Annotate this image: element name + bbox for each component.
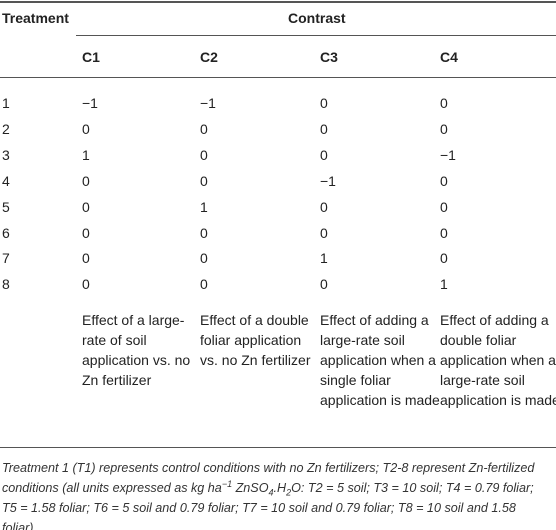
contrast-cell: 0 (200, 276, 208, 293)
contrast-cell: 1 (440, 276, 448, 293)
contrast-cell: 0 (440, 224, 448, 241)
contrast-cell: −1 (440, 146, 456, 163)
footnote-text: O: T2 = 5 soil; T3 = 10 soil; T4 = 0.79 … (2, 481, 534, 530)
contrast-cell: 0 (82, 250, 90, 267)
contrast-cell: −1 (200, 95, 216, 111)
contrast-cell: 0 (320, 120, 328, 137)
contrast-cell: 0 (200, 224, 208, 241)
contrast-cell: 0 (200, 172, 208, 189)
contrast-description: Effect of a double foliar application vs… (200, 312, 311, 368)
contrast-cell: −1 (320, 172, 336, 189)
contrast-cell: 0 (440, 250, 448, 267)
header-rule (0, 77, 556, 78)
treatment-id: 5 (2, 198, 10, 215)
footnote-text: 2 (286, 487, 292, 498)
contrast-rule (76, 35, 556, 36)
contrast-cell: 0 (320, 276, 328, 293)
column-header: C3 (320, 49, 338, 65)
footnote-text: ZnSO (232, 481, 269, 495)
column-header: C2 (200, 49, 218, 65)
contrast-cell: 0 (82, 276, 90, 293)
treatment-id: 3 (2, 146, 10, 163)
contrast-description: Effect of adding a double foliar applica… (440, 312, 556, 408)
footnote-text: .H (273, 481, 287, 495)
contrast-cell: 0 (320, 224, 328, 241)
contrast-cell: −1 (82, 95, 98, 111)
contrast-cell: 0 (320, 198, 328, 215)
treatment-id: 4 (2, 172, 10, 189)
contrast-cell: 0 (82, 120, 90, 137)
contrast-cell: 0 (82, 172, 90, 189)
footnote-text: −1 (221, 478, 233, 489)
contrast-cell: 0 (82, 224, 90, 241)
treatment-id: 2 (2, 120, 10, 137)
contrast-cell: 0 (440, 172, 448, 189)
contrast-cell: 0 (200, 120, 208, 137)
header-contrast: Contrast (288, 10, 346, 26)
column-header: C4 (440, 49, 458, 65)
footnote-text: 4 (268, 487, 274, 498)
contrast-cell: 1 (320, 250, 328, 267)
contrast-description: Effect of adding a large-rate soil appli… (320, 312, 440, 408)
contrast-description: Effect of a large-rate of soil applicati… (82, 312, 191, 388)
contrast-cell: 0 (440, 95, 448, 111)
contrast-cell: 0 (200, 250, 208, 267)
footnote: Treatment 1 (T1) represents control cond… (2, 458, 550, 530)
treatment-id: 8 (2, 276, 10, 293)
treatment-id: 1 (2, 95, 10, 111)
bottom-rule (0, 447, 556, 448)
contrast-cell: 0 (200, 146, 208, 163)
contrast-cell: 0 (440, 120, 448, 137)
contrast-cell: 1 (82, 146, 90, 163)
treatment-id: 6 (2, 224, 10, 241)
contrast-cell: 0 (320, 95, 328, 111)
footnote-text: Treatment 1 (T1) represents control cond… (2, 461, 535, 495)
contrast-cell: 0 (440, 198, 448, 215)
contrast-cell: 0 (82, 198, 90, 215)
treatment-id: 7 (2, 250, 10, 267)
column-header: C1 (82, 49, 100, 65)
header-treatment: Treatment (2, 10, 69, 26)
contrast-cell: 0 (320, 146, 328, 163)
top-rule (0, 1, 556, 3)
contrast-cell: 1 (200, 198, 208, 215)
